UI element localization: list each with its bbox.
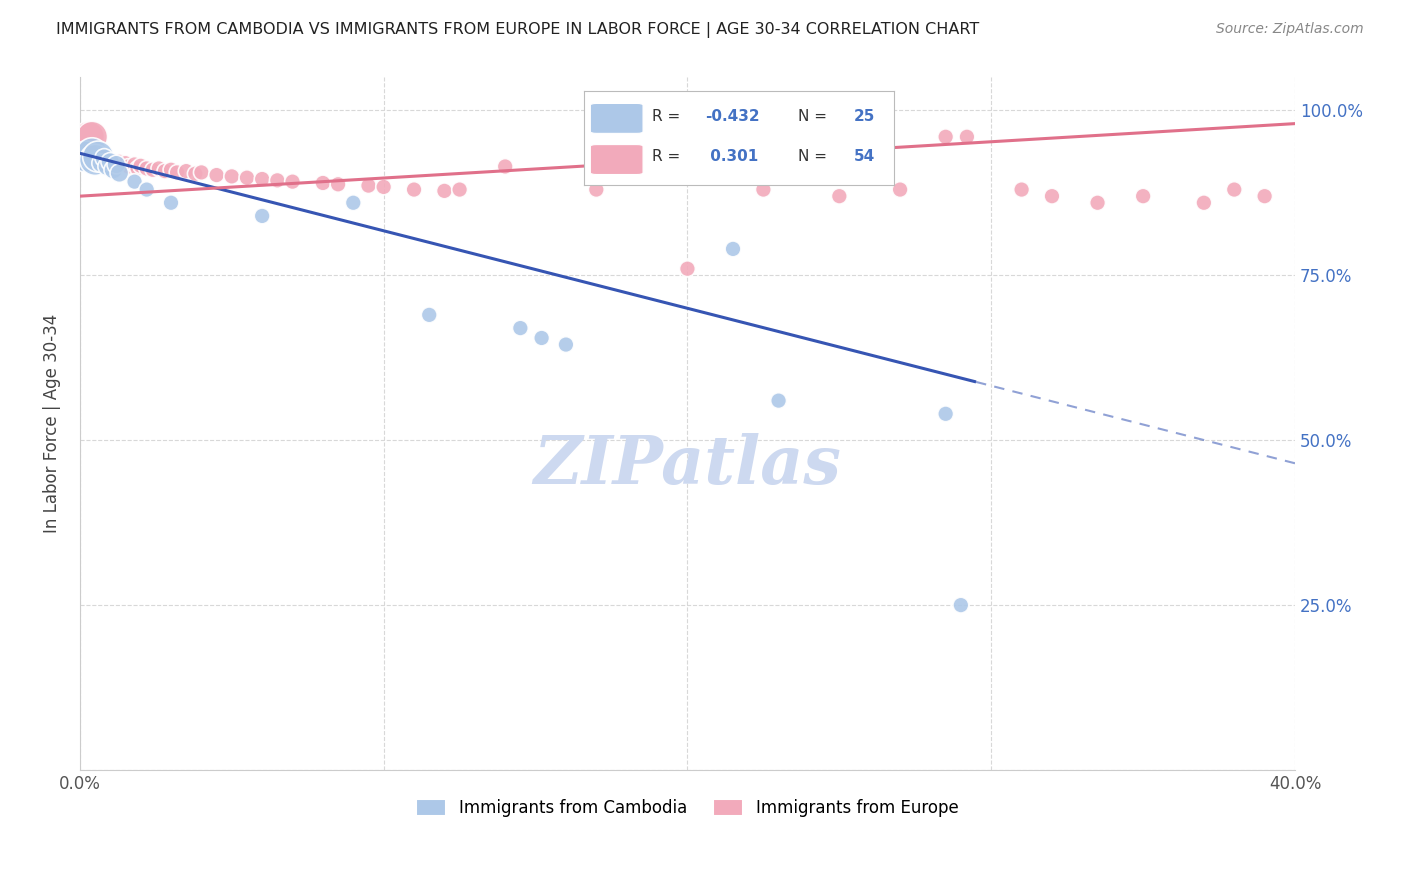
Text: ZIPatlas: ZIPatlas (533, 433, 841, 498)
Point (585, 183, 607, 197)
Point (135, 183, 157, 197)
Point (357, 178, 380, 193)
Point (935, 129, 957, 144)
Point (96, 154, 118, 169)
Point (80, 146, 103, 161)
Point (148, 161, 170, 176)
Point (142, 162, 165, 177)
Point (96, 160, 118, 174)
Point (1253, 189, 1275, 203)
Point (166, 165, 188, 179)
Point (1087, 195, 1109, 210)
Point (160, 195, 183, 210)
Point (160, 162, 183, 177)
Point (1132, 189, 1154, 203)
Point (1040, 189, 1063, 203)
Point (935, 407, 957, 421)
Legend: Immigrants from Cambodia, Immigrants from Europe: Immigrants from Cambodia, Immigrants fro… (409, 792, 966, 824)
Point (87, 150, 110, 164)
Point (93, 151, 115, 165)
Point (676, 261, 699, 276)
Point (127, 161, 149, 176)
Point (174, 164, 197, 178)
Point (105, 157, 128, 171)
Point (124, 157, 146, 171)
Point (266, 173, 288, 187)
Point (236, 170, 259, 185)
Point (889, 183, 911, 197)
Point (326, 178, 349, 192)
Point (80, 129, 103, 144)
Point (721, 242, 744, 256)
Point (135, 161, 157, 176)
Point (530, 331, 553, 345)
Point (418, 308, 440, 322)
Point (221, 169, 243, 184)
Point (93, 151, 115, 165)
Point (828, 189, 851, 203)
Point (90, 150, 112, 164)
Point (117, 160, 139, 174)
Point (129, 159, 152, 173)
Point (312, 176, 335, 190)
Text: IMMIGRANTS FROM CAMBODIA VS IMMIGRANTS FROM EUROPE IN LABOR FORCE | AGE 30-34 CO: IMMIGRANTS FROM CAMBODIA VS IMMIGRANTS F… (56, 22, 980, 38)
Point (90, 156, 112, 170)
Point (402, 183, 425, 197)
Point (205, 168, 228, 182)
Point (1011, 183, 1033, 197)
Point (373, 180, 395, 194)
Point (949, 598, 972, 612)
Point (281, 175, 304, 189)
Point (449, 183, 471, 197)
Point (956, 129, 979, 144)
Point (111, 157, 134, 171)
Point (153, 164, 176, 178)
Point (190, 165, 212, 179)
Point (250, 172, 273, 186)
Point (108, 154, 131, 169)
Point (433, 184, 456, 198)
Point (98, 154, 121, 169)
Point (103, 154, 125, 169)
Point (250, 209, 273, 223)
Point (768, 393, 790, 408)
Point (1192, 195, 1215, 210)
Y-axis label: In Labor Force | Age 30-34: In Labor Force | Age 30-34 (44, 314, 60, 533)
Point (509, 321, 531, 335)
Point (77, 129, 100, 144)
Point (555, 337, 578, 351)
Point (84, 153, 107, 167)
Point (114, 156, 136, 170)
Point (124, 175, 146, 189)
Point (494, 160, 516, 174)
Point (1223, 183, 1246, 197)
Text: Source: ZipAtlas.com: Source: ZipAtlas.com (1216, 22, 1364, 37)
Point (342, 195, 364, 210)
Point (105, 157, 128, 171)
Point (103, 162, 125, 177)
Point (752, 183, 775, 197)
Point (75, 150, 97, 164)
Point (98, 157, 121, 171)
Point (184, 167, 207, 181)
Point (108, 166, 131, 180)
